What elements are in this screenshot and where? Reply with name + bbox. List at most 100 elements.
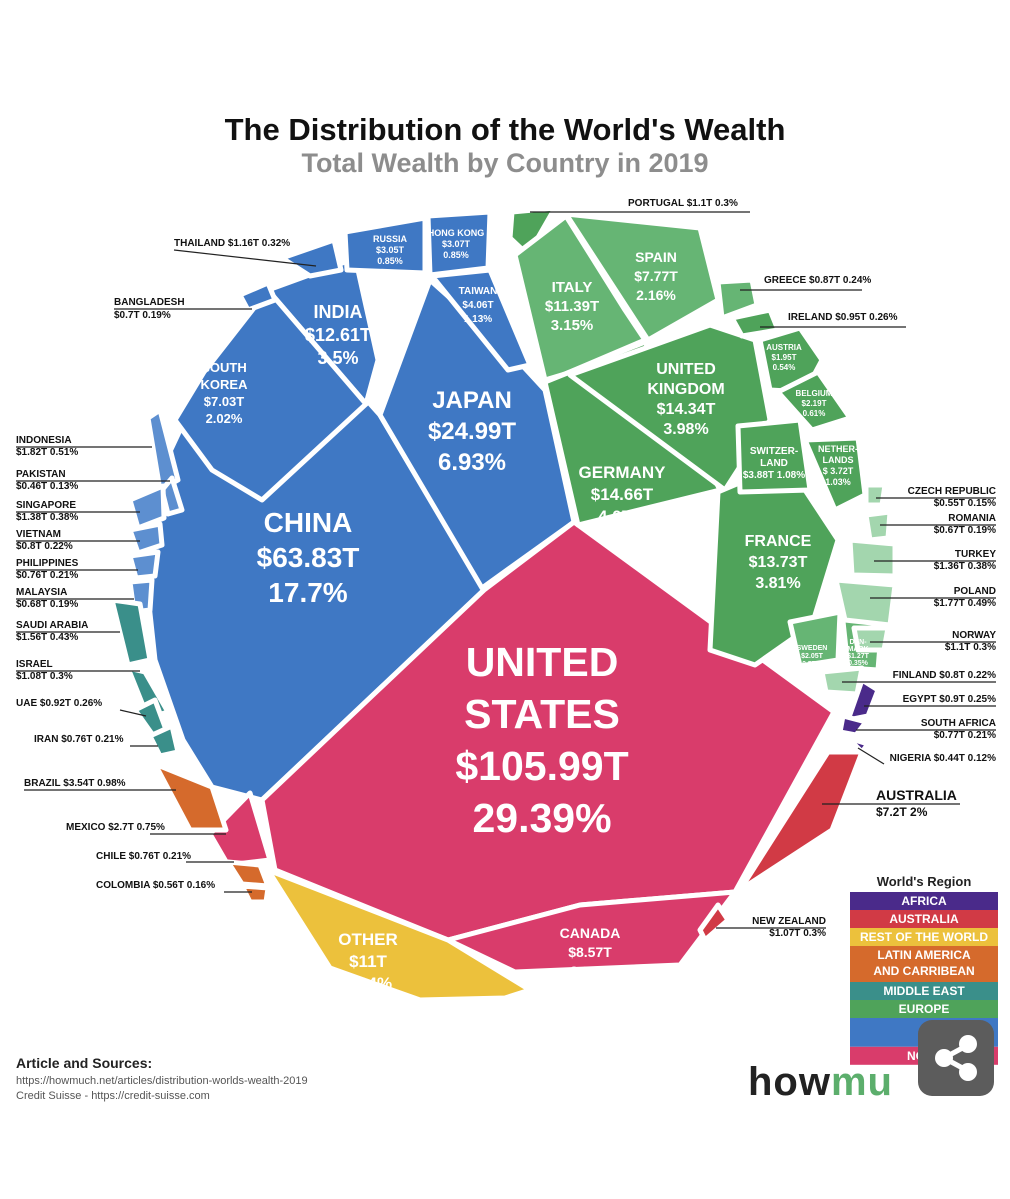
callout-chile: CHILE $0.76T 0.21% [96,851,191,862]
label-belgium-line-2: $2.19T [802,399,827,408]
cell-turkey [847,537,898,579]
label-india-line-3: 3.5% [317,348,358,368]
cell-iran [147,723,181,759]
label-taiwan-line-1: TAIWAN [459,286,498,297]
legend-label-rest: REST OF THE WORLD [860,930,988,944]
callout-brazil: BRAZIL $3.54T 0.98% [24,778,126,789]
cell-chile [225,859,271,889]
label-belgium-line-1: BELGIUM [796,389,833,398]
share-button[interactable] [918,1020,994,1096]
cell-united-kingdom [567,322,773,493]
label-other-line-2: $11T [349,952,387,971]
label-italy-line-1: ITALY [552,279,593,296]
callout-saudi_1: SAUDI ARABIA [16,620,88,631]
label-france-line-1: FRANCE [745,533,812,550]
label-other-line-3: 3.04% [344,974,392,993]
label-hong-kong-line-3: 0.85% [443,250,469,260]
label-united-states-line-3: $105.99T [455,743,628,789]
callout-czech_1: CZECH REPUBLIC [908,486,996,497]
legend-swatch-2 [850,910,998,928]
label-united-kingdom-line-4: 3.98% [663,421,708,438]
cell-brazil [152,761,229,833]
share-icon [935,1035,977,1081]
logo-main-text: how [748,1060,831,1104]
label-hong-kong-line-1: HONG KONG [428,228,485,238]
label-russia-line-3: 0.85% [377,256,403,266]
callout-malaysia_1: MALAYSIA [16,587,67,598]
chart-subtitle: Total Wealth by Country in 2019 [301,148,709,178]
label-netherlands-line-2: LANDS [823,455,854,465]
callout-singapore_2: $1.38T 0.38% [16,512,78,523]
label-sweden-line-3: 0.57% [802,661,823,668]
callout-israel_1: ISRAEL [16,659,53,670]
chart-title: The Distribution of the World's Wealth [224,112,786,147]
label-spain-line-1: SPAIN [635,249,677,265]
label-japan-line-2: $24.99T [428,418,516,445]
label-south-korea-line-2: KOREA [201,377,249,392]
cell-switzerland [735,417,813,495]
callout-philippines_2: $0.76T 0.21% [16,570,78,581]
sources-block: Article and Sources: https://howmuch.net… [16,1055,436,1104]
label-united-kingdom-line-3: $14.34T [657,401,716,418]
callout-south_africa_2: $0.77T 0.21% [934,730,996,741]
label-china-line-2: $63.83T [257,542,360,573]
legend-label-latam-1: LATIN AMERICA [877,948,971,962]
label-south-korea-line-1: SOUTH [201,360,247,375]
label-japan-line-3: 6.93% [438,449,506,476]
howmuch-logo: howmu [748,1060,893,1105]
label-germany-line-2: $14.66T [591,485,654,504]
callout-poland_1: POLAND [954,586,996,597]
label-hong-kong-line-2: $3.07T [442,239,471,249]
label-belgium-line-3: 0.61% [803,409,826,418]
label-switzerland-line-2: LAND [760,458,788,469]
callout-uae: UAE $0.92T 0.26% [16,698,102,709]
legend-title: World's Region [877,874,972,889]
callout-greece: GREECE $0.87T 0.24% [764,275,871,286]
callout-malaysia_2: $0.68T 0.19% [16,599,78,610]
label-switzerland-line-3: $3.88T 1.08% [743,470,805,481]
callout-south_africa_1: SOUTH AFRICA [921,718,996,729]
callout-israel_2: $1.08T 0.3% [16,671,73,682]
callout-australia_1: AUSTRALIA [876,787,957,803]
label-russia-line-2: $3.05T [376,245,405,255]
label-germany-line-1: GERMANY [579,463,667,482]
source-credit-suisse[interactable]: Credit Suisse - https://credit-suisse.co… [16,1090,210,1102]
label-netherlands-line-4: 1.03% [825,477,851,487]
cell-singapore [127,483,167,531]
label-canada-line-1: CANADA [560,925,621,941]
cell-saudi-arabia [109,597,153,668]
callout-colombia: COLOMBIA $0.56T 0.16% [96,880,215,891]
cell-new-zealand [697,902,731,943]
label-japan-line-1: JAPAN [432,387,512,414]
logo-accent-text: mu [830,1060,893,1104]
label-india-line-2: $12.61T [305,325,371,345]
legend-label-latam-2: AND CARRIBEAN [873,964,974,978]
label-taiwan-line-3: 1.13% [464,314,492,325]
label-austria-line-3: 0.54% [773,363,796,372]
callout-pakistan_2: $0.46T 0.13% [16,481,78,492]
legend-swatch-4 [850,946,998,982]
callout-indonesia_1: INDONESIA [16,435,72,446]
callout-nigeria: NIGERIA $0.44T 0.12% [890,753,996,764]
label-united-states-line-4: 29.39% [472,795,611,841]
label-france-line-2: $13.73T [749,554,808,571]
label-canada-line-2: $8.57T [568,944,612,960]
callout-turkey_2: $1.36T 0.38% [934,561,996,572]
cell-hong-kong [425,209,493,278]
label-spain-line-3: 2.16% [636,287,676,303]
cell-egypt [845,677,881,723]
legend-swatch-5 [850,982,998,1000]
callout-egypt: EGYPT $0.9T 0.25% [903,694,996,705]
callout-iran: IRAN $0.76T 0.21% [34,734,124,745]
legend-swatch-6 [850,1000,998,1018]
cell-philippines [127,549,161,581]
callout-singapore_1: SINGAPORE [16,500,76,511]
source-article-link[interactable]: https://howmuch.net/articles/distributio… [16,1075,308,1087]
label-spain-line-2: $7.77T [634,268,678,284]
label-other-line-1: OTHER [338,930,398,949]
cell-other [265,867,533,1003]
cell-russia [342,215,428,276]
label-united-kingdom-line-1: UNITED [656,361,716,378]
cell-czech-republic [863,482,888,508]
callout-romania_2: $0.67T 0.19% [934,525,996,536]
